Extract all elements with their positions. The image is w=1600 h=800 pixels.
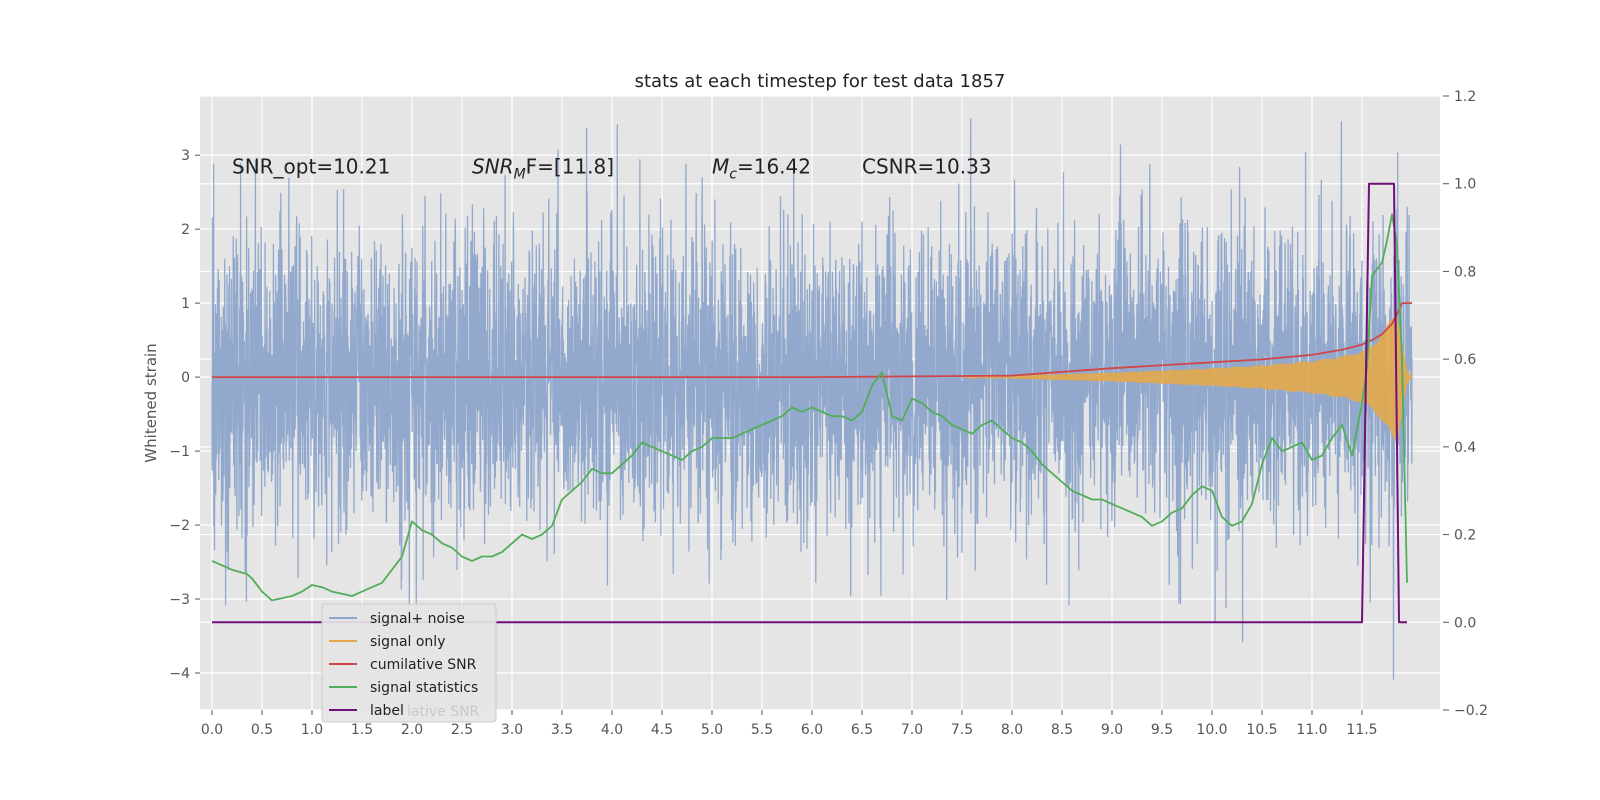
- y2-tick-label: 1.2: [1454, 89, 1476, 105]
- x-axis: 0.0 0.5 1.0 1.5 2.0 2.5 3.0 3.5 4.0 4.5 5.0 5.5 6.0 6…: [201, 710, 1378, 738]
- y-tick-label: 0: [181, 370, 190, 386]
- x-tick-label: 2.5: [451, 722, 473, 738]
- legend-entry-label: signal only: [370, 634, 445, 650]
- y-tick-label: −1: [169, 444, 190, 460]
- annotation-subscript: M: [514, 167, 526, 183]
- x-tick-label: 9.5: [1151, 722, 1173, 738]
- cumilative-snr-line: [212, 302, 1412, 378]
- x-tick-label: 6.0: [801, 722, 823, 738]
- x-tick-label: 1.5: [351, 722, 373, 738]
- x-tick-label: 7.0: [901, 722, 923, 738]
- annotation-mc: Mc=16.42: [712, 155, 811, 183]
- x-tick-label: 11.5: [1346, 722, 1377, 738]
- legend-entry-label: signal+ noise: [370, 611, 465, 627]
- annotation-snr_mf: SNRMF=[11.8]: [472, 155, 614, 183]
- x-tick-label: 11.0: [1296, 722, 1327, 738]
- y2-tick-label: 0.4: [1454, 440, 1476, 456]
- legend-box: [321, 603, 497, 723]
- annotation-subscript: c: [729, 167, 737, 183]
- x-tick-label: 10.5: [1246, 722, 1277, 738]
- y-tick-label: 3: [181, 148, 190, 164]
- x-tick-label: 0.0: [201, 722, 223, 738]
- y-axis-left: −4 −3 −2 −1 0 1 2 3: [169, 148, 200, 682]
- y2-tick-label: 0.8: [1454, 264, 1476, 280]
- x-tick-label: 3.5: [551, 722, 573, 738]
- x-tick-label: 9.0: [1101, 722, 1123, 738]
- legend-entry-label: signal statistics: [370, 680, 478, 696]
- x-tick-label: 4.0: [601, 722, 623, 738]
- y-tick-label: −2: [169, 518, 190, 534]
- y-tick-label: 1: [181, 296, 190, 312]
- label-line: [212, 182, 1407, 624]
- y-tick-label: −4: [169, 666, 190, 682]
- annotation-snr_opt: SNR_opt=10.21: [232, 155, 390, 179]
- x-tick-label: 5.5: [751, 722, 773, 738]
- y2-tick-label: 0.0: [1454, 615, 1476, 631]
- annotation-base: M: [712, 155, 729, 179]
- legend-entry-label: cumilative SNR: [370, 657, 477, 673]
- x-tick-label: 8.0: [1001, 722, 1023, 738]
- signal-only-series: [962, 315, 1413, 443]
- x-tick-label: 1.0: [301, 722, 323, 738]
- chart-title: stats at each timestep for test data 185…: [635, 71, 1006, 92]
- x-tick-label: 7.5: [951, 722, 973, 738]
- x-tick-label: 8.5: [1051, 722, 1073, 738]
- annotations: SNR_opt=10.21 SNRMF=[11.8] Mc=16.42 CSNR=10…: [232, 155, 992, 183]
- x-tick-label: 2.0: [401, 722, 423, 738]
- y2-tick-label: 0.6: [1454, 352, 1476, 368]
- annotation-base: SNR: [472, 155, 514, 179]
- x-tick-label: 3.0: [501, 722, 523, 738]
- x-tick-label: 0.5: [251, 722, 273, 738]
- x-tick-label: 4.5: [651, 722, 673, 738]
- y-tick-label: −3: [169, 592, 190, 608]
- signal-statistics-line: [211, 213, 1408, 602]
- signal-noise-line: [211, 118, 1413, 681]
- x-tick-label: 5.0: [701, 722, 723, 738]
- y2-tick-label: −0.2: [1454, 703, 1488, 719]
- legend-entry-label: label: [370, 703, 404, 719]
- annotation-rest: F=[11.8]: [526, 155, 614, 179]
- y2-tick-label: 1.0: [1454, 177, 1476, 193]
- annotation-rest: =16.42: [737, 155, 811, 179]
- y-axis-right: −0.2 0.0 0.2 0.4 0.6 0.8 1.0 1.2: [1443, 89, 1488, 719]
- y-axis-label: Whitened strain: [142, 343, 160, 462]
- signal-noise-series: [211, 118, 1413, 681]
- x-tick-label: 10.0: [1196, 722, 1227, 738]
- annotation-csnr: CSNR=10.33: [862, 155, 992, 179]
- x-tick-label: 6.5: [851, 722, 873, 738]
- line-series: [211, 182, 1412, 624]
- y2-tick-label: 0.2: [1454, 528, 1476, 544]
- y-tick-label: 2: [181, 222, 190, 238]
- signal-only-line: [962, 315, 1413, 443]
- legend: lative SNR signal+ noise signal only cumila…: [321, 603, 497, 723]
- legend-ghost-text: lative SNR: [407, 704, 480, 720]
